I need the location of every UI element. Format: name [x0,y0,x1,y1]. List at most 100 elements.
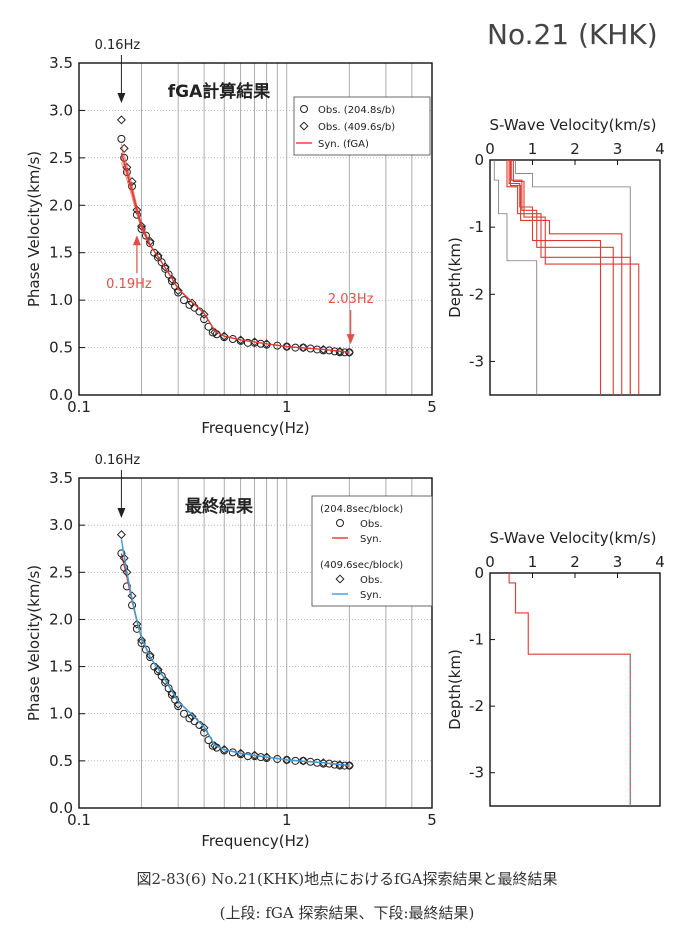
velocity-profile-line [512,160,640,395]
y-tick-label: 2.0 [49,610,73,628]
velocity-profile-line [509,160,623,395]
data-point-diamond [153,664,163,674]
y-tick-label: 1.0 [49,291,73,309]
plot-frame [489,159,661,396]
figure-canvas: 0.0 0.5 1.0 1.5 2.0 2.5 3.0 3.5 0.1 1 5 Frequency(H… [25,38,665,850]
data-point-diamond [199,723,209,733]
y-tick-label: 0.0 [49,386,73,404]
data-point-diamond [167,274,177,284]
data-point-circle [146,653,155,662]
x-tick-label: 3 [613,140,623,158]
data-point-diamond [335,760,345,770]
x-tick-label: 2 [570,140,580,158]
data-point-circle [141,231,150,240]
annotation-label: 2.03Hz [328,292,374,307]
y-tick-label: 3.5 [49,469,73,487]
data-point-diamond [210,741,220,751]
x-tick-label: 4 [655,140,665,158]
y-tick-label: 0.5 [49,752,73,770]
data-point-circle [179,296,188,305]
legend-group-header: (409.6sec/block) [320,560,403,571]
data-point-diamond [262,752,272,762]
data-point-diamond [250,337,260,347]
legend-marker-circle [336,519,344,527]
data-point-circle [122,582,131,591]
legend-marker-diamond [335,574,345,584]
data-point-diamond [187,712,197,722]
y-tick-label: 0 [474,151,484,169]
legend-label: Obs. [360,575,383,586]
velocity-profile-line [506,160,631,395]
site-label: No.21 (KHK) [487,18,658,51]
y-tick-label: -1 [469,631,484,649]
annotation-arrowhead [117,508,126,518]
y-tick-label: -1 [469,218,484,236]
y-tick-label: -2 [469,285,484,303]
data-point-diamond [199,309,209,319]
data-point-diamond [250,750,260,760]
annotation-label: 0.16Hz [95,38,141,53]
data-point-diamond [167,688,177,698]
y-tick-label: -3 [469,764,484,782]
chart-title: 最終結果 [185,496,253,517]
plot-frame [78,62,433,396]
x-tick-label: 1 [528,140,538,158]
y-tick-label: 2.5 [49,563,73,581]
x-tick-label: 0 [485,553,495,571]
figure-caption: 図2-83(6) No.21(KHK)地点におけるfGA探索結果と最終結果 [136,870,558,888]
y-tick-label: 0.5 [49,339,73,357]
velocity-profile-line [508,160,602,395]
data-point-circle [174,702,183,711]
data-point-diamond [282,755,292,765]
series-line-ensemble [121,162,151,247]
data-point-diamond [137,635,147,645]
y-tick-label: 0 [474,564,484,582]
x-axis-label: Frequency(Hz) [201,832,309,850]
data-point-circle [161,264,170,273]
data-point-diamond [119,553,129,563]
y-axis-label: Phase Velocity(km/s) [25,151,43,307]
x-tick-label: 5 [427,811,437,829]
series-line-ensemble [121,143,151,244]
velocity-profile-line [508,573,631,806]
x-tick-label: 0.1 [67,811,91,829]
legend-box [311,495,433,607]
top-velocity-chart: 0 1 2 3 4 0 -1 -2 -3 S-Wave Velocity(km/s) Depth(k… [446,116,665,396]
velocity-profile-line [515,160,631,395]
data-point-diamond [153,251,163,261]
y-tick-label: 2.0 [49,196,73,214]
y-tick-label: 0.0 [49,799,73,817]
top-dispersion-chart: 0.0 0.5 1.0 1.5 2.0 2.5 3.0 3.5 0.1 1 5 Frequency(H… [25,38,437,437]
data-point-diamond [116,530,126,540]
data-point-circle [179,709,188,718]
annotation-label: 0.16Hz [95,453,141,468]
x-tick-label: 1 [528,553,538,571]
y-axis-label: Depth(km) [446,649,464,730]
y-axis-label: Depth(km) [446,237,464,318]
data-point-circle [164,270,173,279]
y-tick-label: -3 [469,352,484,370]
annotation-arrowhead [132,235,141,246]
x-tick-label: 1 [282,811,292,829]
x-tick-label: 0 [485,140,495,158]
legend-label: Syn. [360,590,382,601]
data-point-circle [208,328,217,337]
y-tick-label: 3.0 [49,516,73,534]
data-point-diamond [187,298,197,308]
data-point-diamond [173,286,183,296]
chart-title: fGA計算結果 [168,81,271,102]
x-tick-label: 5 [427,398,437,416]
y-tick-label: 3.0 [49,101,73,119]
y-tick-label: -2 [469,697,484,715]
annotation-arrowhead [117,93,126,103]
data-point-diamond [318,758,328,768]
annotation-arrowhead [346,334,355,345]
series-line-ensemble [121,157,151,247]
velocity-profile-line [510,160,614,395]
annotation-label: 0.19Hz [106,277,152,292]
series-line-ensemble [121,148,151,245]
data-point-circle [146,239,155,248]
legend-label: Obs. (204.8s/b) [318,105,395,116]
bottom-velocity-chart: 0 1 2 3 4 0 -1 -2 -3 S-Wave Velocity(km/s) Depth(k… [446,529,665,807]
data-point-diamond [160,262,170,272]
